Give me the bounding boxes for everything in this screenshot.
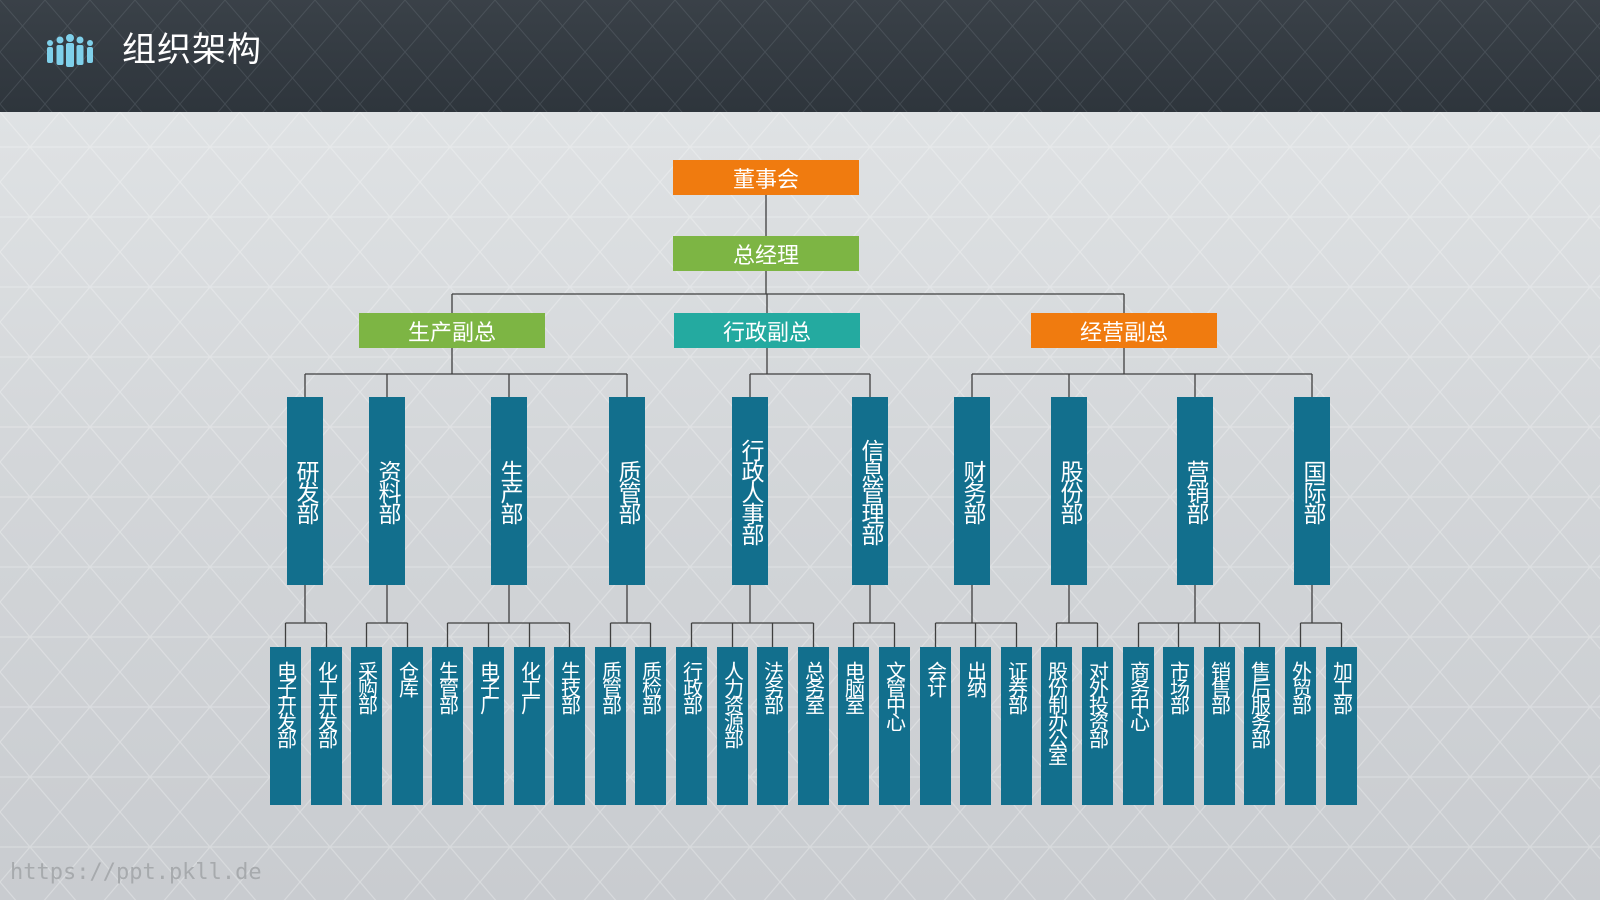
sub-department-box-label: 人力资源部 bbox=[720, 661, 745, 746]
header-pattern bbox=[0, 0, 1600, 112]
sub-department-box: 质管部 bbox=[595, 647, 626, 805]
sub-department-box-label: 出纳 bbox=[963, 661, 988, 695]
vp-box: 经营副总 bbox=[1031, 313, 1217, 348]
sub-department-box: 外贸部 bbox=[1285, 647, 1316, 805]
sub-department-box-label: 销售部 bbox=[1207, 661, 1232, 712]
sub-department-box-label: 会计 bbox=[923, 661, 948, 695]
sub-department-box: 仓库 bbox=[392, 647, 423, 805]
people-group-icon bbox=[47, 34, 93, 67]
vp-box: 生产副总 bbox=[359, 313, 545, 348]
department-box-label: 股份部 bbox=[1056, 459, 1082, 523]
department-box: 生产部 bbox=[491, 397, 527, 585]
department-box: 股份部 bbox=[1051, 397, 1087, 585]
sub-department-box: 文管中心 bbox=[879, 647, 910, 805]
department-box-label: 研发部 bbox=[292, 459, 318, 523]
department-box-label: 资料部 bbox=[374, 459, 400, 523]
sub-department-box-label: 生技部 bbox=[557, 661, 582, 712]
sub-department-box-label: 电子开发部 bbox=[273, 661, 298, 746]
department-box: 行政人事部 bbox=[732, 397, 768, 585]
department-box: 营销部 bbox=[1177, 397, 1213, 585]
sub-department-box-label: 总务室 bbox=[801, 661, 826, 712]
general-manager-box: 总经理 bbox=[673, 236, 859, 271]
sub-department-box: 法务部 bbox=[757, 647, 788, 805]
department-box-label: 行政人事部 bbox=[737, 438, 763, 544]
sub-department-box-label: 文管中心 bbox=[882, 661, 907, 729]
sub-department-box-label: 生管部 bbox=[435, 661, 460, 712]
department-box-label: 生产部 bbox=[496, 459, 522, 523]
department-box-label: 质管部 bbox=[614, 459, 640, 523]
sub-department-box: 对外投资部 bbox=[1082, 647, 1113, 805]
sub-department-box: 生技部 bbox=[554, 647, 585, 805]
vp-box: 行政副总 bbox=[674, 313, 860, 348]
sub-department-box: 总务室 bbox=[798, 647, 829, 805]
sub-department-box: 电脑室 bbox=[838, 647, 869, 805]
sub-department-box: 销售部 bbox=[1204, 647, 1235, 805]
sub-department-box-label: 采购部 bbox=[354, 661, 379, 712]
sub-department-box-label: 化工开发部 bbox=[314, 661, 339, 746]
sub-department-box: 质检部 bbox=[635, 647, 666, 805]
watermark: https://ppt.pkll.de bbox=[10, 860, 262, 885]
department-box: 财务部 bbox=[954, 397, 990, 585]
sub-department-box-label: 加工部 bbox=[1329, 661, 1354, 712]
sub-department-box: 化工厂 bbox=[514, 647, 545, 805]
sub-department-box-label: 电子厂 bbox=[476, 661, 501, 712]
sub-department-box-label: 质检部 bbox=[638, 661, 663, 712]
sub-department-box-label: 商务中心 bbox=[1126, 661, 1151, 729]
sub-department-box: 加工部 bbox=[1326, 647, 1357, 805]
header-bar: 组织架构 bbox=[0, 0, 1600, 112]
sub-department-box: 人力资源部 bbox=[717, 647, 748, 805]
sub-department-box: 行政部 bbox=[676, 647, 707, 805]
sub-department-box-label: 仓库 bbox=[395, 661, 420, 695]
department-box-label: 信息管理部 bbox=[857, 438, 883, 544]
sub-department-box: 出纳 bbox=[960, 647, 991, 805]
sub-department-box-label: 化工厂 bbox=[517, 661, 542, 712]
sub-department-box-label: 法务部 bbox=[760, 661, 785, 712]
department-box-label: 财务部 bbox=[959, 459, 985, 523]
department-box: 研发部 bbox=[287, 397, 323, 585]
department-box: 国际部 bbox=[1294, 397, 1330, 585]
sub-department-box: 电子开发部 bbox=[270, 647, 301, 805]
sub-department-box-label: 市场部 bbox=[1166, 661, 1191, 712]
sub-department-box: 售后服务部 bbox=[1244, 647, 1275, 805]
sub-department-box: 化工开发部 bbox=[311, 647, 342, 805]
department-box: 信息管理部 bbox=[852, 397, 888, 585]
sub-department-box: 证券部 bbox=[1001, 647, 1032, 805]
page-title: 组织架构 bbox=[122, 30, 262, 70]
sub-department-box-label: 质管部 bbox=[598, 661, 623, 712]
sub-department-box: 电子厂 bbox=[473, 647, 504, 805]
department-box-label: 国际部 bbox=[1299, 459, 1325, 523]
sub-department-box-label: 证券部 bbox=[1004, 661, 1029, 712]
sub-department-box-label: 电脑室 bbox=[841, 661, 866, 712]
sub-department-box: 采购部 bbox=[351, 647, 382, 805]
sub-department-box: 商务中心 bbox=[1123, 647, 1154, 805]
board-box: 董事会 bbox=[673, 160, 859, 195]
sub-department-box: 市场部 bbox=[1163, 647, 1194, 805]
department-box: 资料部 bbox=[369, 397, 405, 585]
sub-department-box: 会计 bbox=[920, 647, 951, 805]
sub-department-box-label: 股份制办公室 bbox=[1044, 661, 1069, 763]
department-box-label: 营销部 bbox=[1182, 459, 1208, 523]
sub-department-box-label: 对外投资部 bbox=[1085, 661, 1110, 746]
sub-department-box-label: 行政部 bbox=[679, 661, 704, 712]
sub-department-box: 股份制办公室 bbox=[1041, 647, 1072, 805]
sub-department-box: 生管部 bbox=[432, 647, 463, 805]
sub-department-box-label: 售后服务部 bbox=[1247, 661, 1272, 746]
sub-department-box-label: 外贸部 bbox=[1288, 661, 1313, 712]
department-box: 质管部 bbox=[609, 397, 645, 585]
